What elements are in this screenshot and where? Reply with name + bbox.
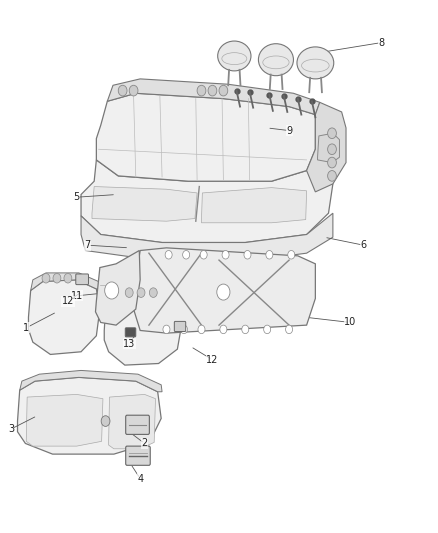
Polygon shape xyxy=(28,280,100,354)
Circle shape xyxy=(64,273,72,283)
Circle shape xyxy=(125,288,133,297)
Circle shape xyxy=(219,85,228,96)
Polygon shape xyxy=(106,287,183,303)
Circle shape xyxy=(198,325,205,334)
Polygon shape xyxy=(107,79,320,115)
Polygon shape xyxy=(20,370,162,392)
Text: 11: 11 xyxy=(71,291,83,301)
Text: 7: 7 xyxy=(85,240,91,250)
Text: 8: 8 xyxy=(378,38,384,47)
Circle shape xyxy=(328,128,336,139)
FancyBboxPatch shape xyxy=(174,321,186,332)
Text: 3: 3 xyxy=(8,424,14,434)
FancyBboxPatch shape xyxy=(76,274,88,285)
Circle shape xyxy=(165,251,172,259)
Circle shape xyxy=(129,85,138,96)
FancyBboxPatch shape xyxy=(125,328,136,337)
Ellipse shape xyxy=(218,41,251,71)
Text: 2: 2 xyxy=(141,439,148,448)
Circle shape xyxy=(197,85,206,96)
Polygon shape xyxy=(81,160,333,243)
Text: 5: 5 xyxy=(74,192,80,202)
Polygon shape xyxy=(134,248,315,333)
Circle shape xyxy=(105,282,119,299)
FancyBboxPatch shape xyxy=(126,415,149,434)
Circle shape xyxy=(42,273,50,283)
Circle shape xyxy=(180,325,187,334)
Text: 12: 12 xyxy=(206,355,219,365)
Circle shape xyxy=(137,288,145,297)
Polygon shape xyxy=(18,377,161,454)
Polygon shape xyxy=(26,394,103,446)
Text: 9: 9 xyxy=(286,126,292,135)
Text: 1: 1 xyxy=(23,323,29,333)
Text: 12: 12 xyxy=(62,296,74,306)
Text: 6: 6 xyxy=(360,240,367,250)
Circle shape xyxy=(328,144,336,155)
Circle shape xyxy=(183,251,190,259)
Circle shape xyxy=(286,325,293,334)
Circle shape xyxy=(222,251,229,259)
Text: 4: 4 xyxy=(137,474,143,483)
Circle shape xyxy=(163,325,170,334)
Circle shape xyxy=(244,251,251,259)
Polygon shape xyxy=(318,133,339,163)
Circle shape xyxy=(266,251,273,259)
Circle shape xyxy=(328,171,336,181)
Circle shape xyxy=(53,273,61,283)
Circle shape xyxy=(288,251,295,259)
Circle shape xyxy=(101,416,110,426)
Polygon shape xyxy=(96,93,315,181)
Circle shape xyxy=(328,157,336,168)
Polygon shape xyxy=(307,102,346,192)
Polygon shape xyxy=(104,293,182,365)
FancyBboxPatch shape xyxy=(126,446,150,465)
Circle shape xyxy=(220,325,227,334)
Circle shape xyxy=(200,251,207,259)
Ellipse shape xyxy=(258,44,293,76)
Circle shape xyxy=(242,325,249,334)
Text: 13: 13 xyxy=(123,339,135,349)
Circle shape xyxy=(217,284,230,300)
Polygon shape xyxy=(109,394,155,449)
Circle shape xyxy=(149,288,157,297)
Polygon shape xyxy=(31,273,101,290)
Polygon shape xyxy=(81,213,333,261)
Polygon shape xyxy=(92,187,197,221)
Text: 10: 10 xyxy=(344,318,357,327)
Polygon shape xyxy=(95,251,140,325)
Circle shape xyxy=(118,85,127,96)
Polygon shape xyxy=(201,188,307,223)
Ellipse shape xyxy=(297,47,334,79)
Circle shape xyxy=(208,85,217,96)
Circle shape xyxy=(264,325,271,334)
